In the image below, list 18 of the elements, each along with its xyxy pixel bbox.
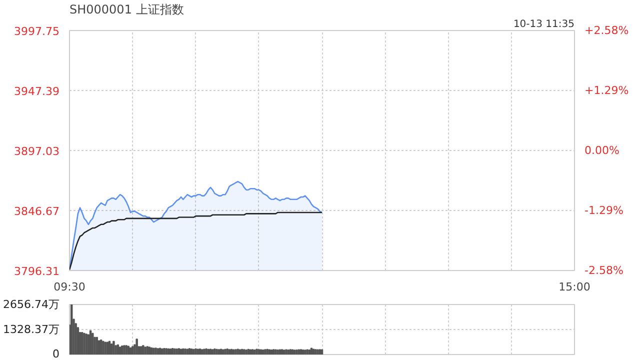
y2-tick-label: -2.58%	[584, 264, 624, 277]
y2-tick-label: +2.58%	[584, 24, 629, 37]
chart-title: SH000001 上证指数	[70, 2, 184, 16]
y-tick-label: 3897.03	[14, 145, 60, 158]
text: 10-13 11:35	[513, 19, 575, 30]
y-tick-label: 1328.37万	[3, 323, 60, 336]
x-tick-label: 09:30	[54, 280, 86, 294]
y2-tick-label: -1.29%	[584, 204, 624, 217]
y-tick-label: 3796.31	[14, 265, 60, 278]
y-tick-label: 3997.75	[14, 25, 60, 38]
x-tick-label: 15:00	[558, 280, 590, 294]
y2-tick-label: +1.29%	[584, 84, 629, 97]
y2-tick-label: 0.00%	[584, 144, 620, 157]
line-series	[70, 212, 323, 270]
y-tick-label: 3947.39	[14, 85, 60, 98]
y-tick-label: 2656.74万	[3, 298, 60, 311]
y-tick-label: 3846.67	[14, 205, 60, 218]
y-tick-label: 0	[52, 348, 60, 360]
